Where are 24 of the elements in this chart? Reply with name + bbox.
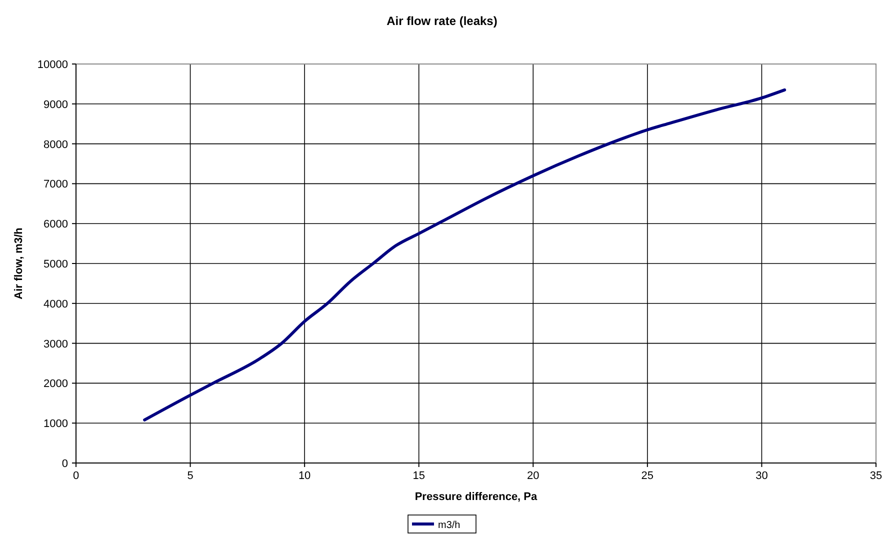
x-tick-label: 10 <box>298 470 311 482</box>
y-tick-label: 6000 <box>44 218 68 231</box>
x-tick-label: 30 <box>756 470 768 482</box>
y-tick-label: 9000 <box>44 98 68 111</box>
legend-label: m3/h <box>438 520 460 531</box>
y-tick-label: 7000 <box>44 178 68 191</box>
y-tick-label: 10000 <box>37 59 68 71</box>
y-tick-label: 3000 <box>44 338 68 350</box>
y-tick-label: 8000 <box>44 138 68 151</box>
chart-title: Air flow rate (leaks) <box>386 14 498 28</box>
x-tick-label: 25 <box>641 470 654 482</box>
line-series <box>143 88 786 422</box>
x-tick-label: 0 <box>72 470 80 482</box>
x-tick-label: 5 <box>187 470 194 482</box>
y-tick-label: 1000 <box>44 418 68 430</box>
y-tick-label: 4000 <box>44 298 68 310</box>
y-axis-title: Air flow, m3/h <box>13 227 25 300</box>
x-tick-label: 35 <box>870 470 882 482</box>
y-tick-label: 5000 <box>44 258 68 270</box>
x-axis-title: Pressure difference, Pa <box>414 491 538 503</box>
y-tick-label: 0 <box>62 458 68 470</box>
y-tick-label: 2000 <box>44 378 68 390</box>
x-tick-label: 20 <box>527 470 540 482</box>
x-tick-label: 15 <box>412 470 425 482</box>
